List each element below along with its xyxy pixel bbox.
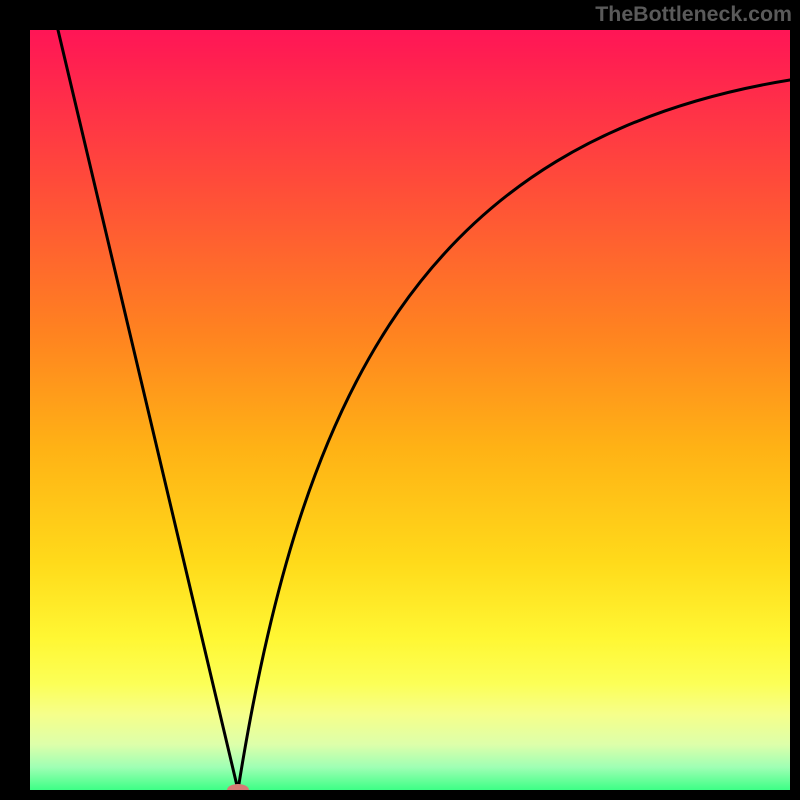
plot-gradient-background: [30, 30, 790, 790]
watermark-text: TheBottleneck.com: [595, 2, 792, 27]
chart-svg: [0, 0, 800, 800]
chart-container: TheBottleneck.com: [0, 0, 800, 800]
